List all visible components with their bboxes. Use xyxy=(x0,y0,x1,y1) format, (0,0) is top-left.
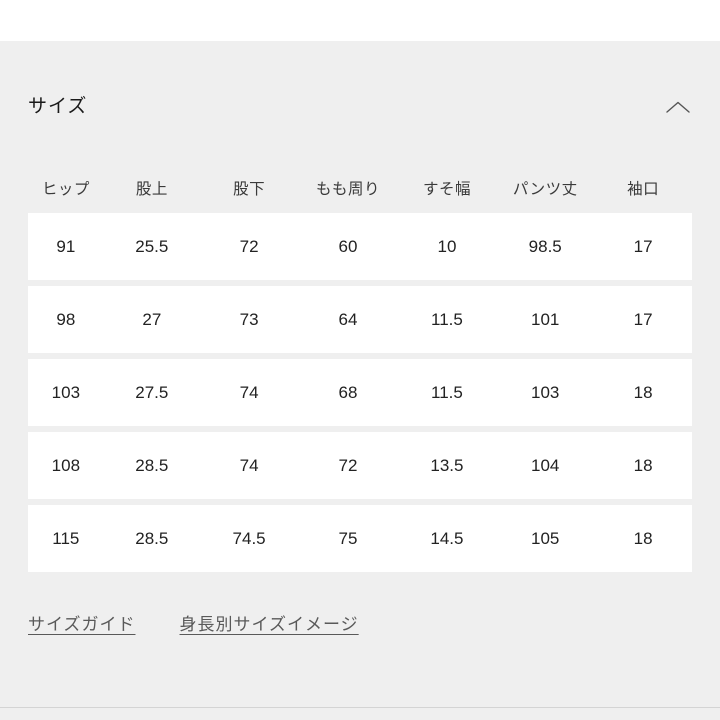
column-header-rise: 股上 xyxy=(135,181,168,198)
cell-hem-width: 11.5 xyxy=(431,309,463,329)
cell-hem-width: 13.5 xyxy=(430,455,464,475)
height-size-image-link[interactable]: 身長別サイズイメージ xyxy=(179,615,359,634)
cell-thigh: 75 xyxy=(338,528,358,548)
table-row: 103 27.5 74 68 11.5 103 18 xyxy=(28,359,692,426)
cell-thigh: 64 xyxy=(338,309,358,329)
size-section: サイズ ヒップ 股上 股下 もも周り すそ幅 パンツ丈 袖口 91 25.5 7… xyxy=(0,41,720,720)
size-guide-link[interactable]: サイズガイド xyxy=(28,615,136,634)
table-row: 115 28.5 74.5 75 14.5 105 18 xyxy=(28,505,692,572)
size-table-header-row: ヒップ 股上 股下 もも周り すそ幅 パンツ丈 袖口 xyxy=(28,179,692,201)
cell-thigh: 68 xyxy=(338,382,358,402)
table-row: 98 27 73 64 11.5 101 17 xyxy=(28,286,692,353)
cell-hem-width: 14.5 xyxy=(430,528,464,548)
cell-pants-length: 104 xyxy=(531,455,560,475)
column-header-inseam: 股下 xyxy=(233,181,266,198)
cell-pants-length: 103 xyxy=(531,382,560,402)
cell-rise: 28.5 xyxy=(135,455,169,475)
bottom-divider xyxy=(0,707,720,708)
cell-rise: 27.5 xyxy=(135,382,169,402)
cell-hem-width: 11.5 xyxy=(431,382,463,402)
cell-cuff: 17 xyxy=(633,309,653,329)
cell-inseam: 74.5 xyxy=(232,528,266,548)
cell-pants-length: 105 xyxy=(531,528,560,548)
size-section-header[interactable]: サイズ xyxy=(28,95,692,119)
cell-inseam: 72 xyxy=(239,236,259,256)
cell-rise: 27 xyxy=(142,309,162,329)
column-header-pants-length: パンツ丈 xyxy=(512,181,578,198)
cell-cuff: 18 xyxy=(633,455,653,475)
cell-hip: 98 xyxy=(56,309,76,329)
column-header-hem-width: すそ幅 xyxy=(422,181,471,198)
column-header-cuff: 袖口 xyxy=(627,181,660,198)
cell-pants-length: 98.5 xyxy=(528,236,562,256)
cell-hip: 91 xyxy=(56,236,76,256)
section-title: サイズ xyxy=(28,96,88,117)
table-row: 108 28.5 74 72 13.5 104 18 xyxy=(28,432,692,499)
cell-cuff: 17 xyxy=(633,236,653,256)
cell-hem-width: 10 xyxy=(437,236,457,256)
cell-thigh: 72 xyxy=(338,455,358,475)
cell-hip: 103 xyxy=(51,382,81,402)
cell-hip: 115 xyxy=(52,528,80,548)
column-header-hip: ヒップ xyxy=(41,181,90,198)
size-table: 91 25.5 72 60 10 98.5 17 98 27 73 64 11.… xyxy=(28,213,692,572)
chevron-up-icon[interactable] xyxy=(664,98,692,116)
cell-pants-length: 101 xyxy=(531,309,560,329)
cell-cuff: 18 xyxy=(633,528,653,548)
cell-thigh: 60 xyxy=(338,236,358,256)
column-header-thigh: もも周り xyxy=(316,181,381,198)
cell-inseam: 73 xyxy=(239,309,259,329)
cell-hip: 108 xyxy=(51,455,81,475)
cell-cuff: 18 xyxy=(633,382,653,402)
cell-rise: 28.5 xyxy=(135,528,169,548)
cell-rise: 25.5 xyxy=(135,236,169,256)
cell-inseam: 74 xyxy=(239,382,259,402)
cell-inseam: 74 xyxy=(239,455,259,475)
table-row: 91 25.5 72 60 10 98.5 17 xyxy=(28,213,692,280)
size-links: サイズガイド 身長別サイズイメージ xyxy=(28,614,692,636)
